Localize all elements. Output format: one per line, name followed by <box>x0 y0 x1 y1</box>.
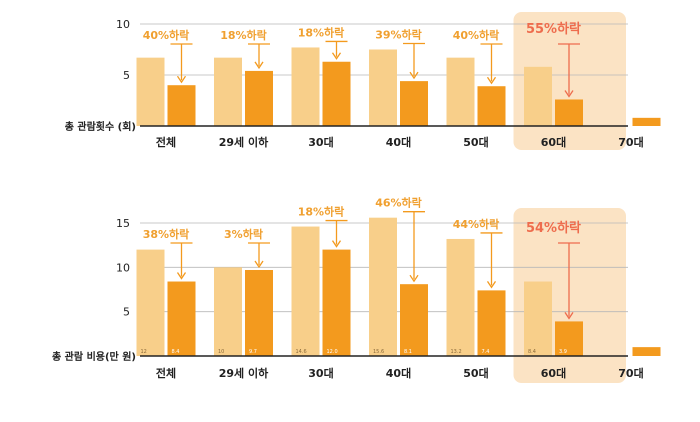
drop-label: 55%하락 <box>526 21 581 37</box>
bar-after <box>400 284 428 356</box>
drop-arrow-head <box>486 281 497 289</box>
drop-label: 54%하락 <box>526 220 581 236</box>
category-label: 29세 이하 <box>219 135 269 149</box>
category-label: 60대 <box>541 135 566 149</box>
drop-arrow-head <box>331 240 342 248</box>
y-tick-label: 10 <box>116 18 130 31</box>
drop-arrow-head <box>331 52 342 60</box>
bar-after <box>245 70 273 126</box>
value-label: 9.7 <box>249 349 257 355</box>
chart-total-cost: 12 8.4 10 9.7 14.6 12.0 15.6 8.1 13.2 7.4 8.4 3.9 1… <box>52 196 661 383</box>
bar-before <box>446 57 475 126</box>
y-tick-label: 15 <box>116 217 130 230</box>
bar-after <box>632 117 661 126</box>
drop-arrow-head <box>409 71 419 80</box>
y-axis-label: 총 관람 비용(만 원) <box>52 350 136 363</box>
y-tick-label: 5 <box>123 306 130 319</box>
drop-label: 40%하락 <box>453 28 500 42</box>
drop-label: 46%하락 <box>375 196 422 210</box>
value-label: 8.4 <box>172 349 180 355</box>
drop-arrow-head <box>564 312 574 320</box>
bar-before <box>291 47 320 126</box>
value-label: 13.2 <box>451 349 462 355</box>
category-label: 40대 <box>386 366 411 380</box>
bar-after <box>322 61 351 126</box>
value-label: 8.4 <box>528 349 536 355</box>
y-tick-label: 5 <box>123 69 130 82</box>
y-axis-label: 총 관람횟수 (회) <box>65 120 136 133</box>
category-label: 70대 <box>618 366 643 380</box>
bar-after <box>167 85 196 126</box>
bar-before <box>524 66 552 126</box>
bar-before <box>214 57 242 126</box>
bar-after <box>245 269 273 356</box>
bar-before <box>524 281 552 356</box>
drop-label: 40%하락 <box>143 28 190 42</box>
value-label: 10 <box>218 349 224 355</box>
bar-before <box>369 49 397 126</box>
bar-before <box>214 267 242 356</box>
drop-arrow-head <box>409 274 419 283</box>
bar-after <box>477 290 506 356</box>
value-label: 7.4 <box>482 349 490 355</box>
category-label: 50대 <box>463 135 488 149</box>
value-label: 12.0 <box>327 349 338 355</box>
value-label: 15.6 <box>373 349 384 355</box>
drop-label: 38%하락 <box>143 227 190 241</box>
bar-after <box>555 321 583 356</box>
drop-arrow-head <box>486 76 497 85</box>
chart-total-visits: 10 5 전체 29세 이하 30대 40대 50대 60대 70대 40%하락 18%하락 18… <box>65 12 661 150</box>
category-label: 30대 <box>308 366 333 380</box>
drop-label: 39%하락 <box>375 28 422 42</box>
bar-before <box>136 57 165 126</box>
drop-label: 18%하락 <box>298 205 345 219</box>
bar-after <box>632 347 661 356</box>
category-label: 40대 <box>386 135 411 149</box>
drop-label: 18%하락 <box>220 28 267 42</box>
drop-arrow-head <box>254 61 264 70</box>
drop-arrow-head <box>176 272 187 280</box>
bar-after <box>322 249 351 356</box>
category-label: 50대 <box>463 366 488 380</box>
drop-arrow-head <box>254 260 264 269</box>
drop-label: 18%하락 <box>298 25 345 39</box>
y-tick-label: 10 <box>116 261 130 274</box>
value-label: 14.6 <box>296 349 307 355</box>
value-label: 8.1 <box>404 349 412 355</box>
bar-after <box>167 281 196 356</box>
bar-before <box>446 238 475 356</box>
drop-arrow-head <box>564 90 574 98</box>
bar-before <box>369 217 397 356</box>
category-label: 전체 <box>156 135 176 149</box>
value-label: 3.9 <box>559 349 567 355</box>
category-label: 29세 이하 <box>219 366 269 380</box>
drop-label: 44%하락 <box>453 217 500 231</box>
drop-arrow-head <box>176 75 187 84</box>
category-label: 60대 <box>541 366 566 380</box>
bar-after <box>555 99 583 126</box>
category-label: 30대 <box>308 135 333 149</box>
drop-label: 3%하락 <box>224 227 263 241</box>
category-label: 전체 <box>156 366 176 380</box>
category-label: 70대 <box>618 135 643 149</box>
value-label: 12 <box>141 349 147 355</box>
bar-after <box>400 81 428 126</box>
bar-before <box>136 249 165 356</box>
bar-after <box>477 86 506 126</box>
bar-before <box>291 226 320 356</box>
